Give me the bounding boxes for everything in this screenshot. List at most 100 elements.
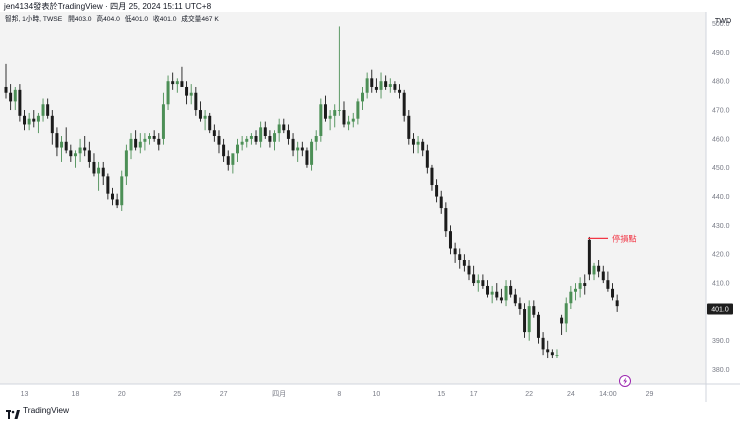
candle — [120, 170, 124, 211]
legend-low-label: 低 — [125, 14, 132, 23]
candle-body — [138, 141, 142, 148]
candle-body — [92, 161, 96, 174]
candle — [282, 118, 286, 134]
candle — [55, 127, 59, 157]
candle — [46, 98, 50, 119]
candle-body — [305, 150, 309, 165]
candle-body — [134, 138, 138, 148]
candle-body — [226, 156, 230, 165]
time-tick-label: 17 — [470, 391, 478, 398]
candle-body — [185, 86, 189, 96]
candle — [430, 164, 434, 191]
candle — [597, 260, 601, 278]
candle — [4, 63, 8, 99]
candle — [198, 101, 202, 122]
candle-body — [212, 130, 216, 136]
candle-body — [583, 283, 587, 286]
candle-body — [273, 133, 277, 142]
lightning-icon[interactable] — [619, 375, 631, 387]
candle — [444, 202, 448, 237]
candle — [263, 121, 267, 139]
candle-body — [161, 104, 165, 139]
candle — [328, 110, 332, 131]
candle-body — [203, 115, 207, 119]
candle-body — [277, 124, 281, 134]
candle — [458, 248, 462, 269]
candle — [578, 277, 582, 298]
candle — [286, 124, 290, 145]
candle-body — [208, 115, 212, 131]
candle — [509, 280, 513, 298]
candle-body — [379, 81, 383, 90]
tradingview-logo[interactable]: TradingView — [6, 404, 69, 419]
candle-body — [296, 147, 300, 151]
candle-body — [486, 285, 490, 295]
time-axis[interactable]: 13 18 20 25 27 四月 8 10 15 17 22 24 14:00 29 — [21, 390, 654, 398]
candle — [448, 225, 452, 255]
candle-body — [4, 86, 8, 93]
candle-body — [143, 138, 147, 142]
candle-body — [421, 141, 425, 151]
candle — [124, 144, 128, 186]
candle — [254, 130, 258, 145]
price-tick-label: 380.0 — [712, 367, 730, 374]
candle — [374, 78, 378, 93]
candle-body — [569, 291, 573, 304]
candle-body — [333, 110, 337, 116]
candle-body — [495, 291, 499, 298]
candle — [101, 161, 105, 186]
candle-body — [36, 115, 40, 122]
candle-body — [439, 196, 443, 209]
candle — [152, 130, 156, 142]
candle-body — [448, 231, 452, 249]
candle-body — [189, 92, 193, 96]
candle-body — [601, 271, 605, 281]
candle-body — [46, 104, 50, 116]
candle — [495, 283, 499, 301]
candle-body — [171, 81, 175, 85]
price-tick-label: 430.0 — [712, 223, 730, 230]
candle-body — [356, 101, 360, 119]
candle-body — [374, 86, 378, 90]
price-tick-label: 460.0 — [712, 136, 730, 143]
legend-low-value: 401.0 — [131, 16, 148, 23]
candle-body — [9, 92, 13, 102]
candle-body — [50, 115, 54, 134]
candle-body — [361, 92, 365, 102]
candle — [351, 112, 355, 128]
legend-open-value: 403.0 — [75, 16, 92, 23]
time-tick-label: 14:00 — [599, 391, 617, 398]
candle-body — [69, 150, 73, 157]
candle-body — [462, 260, 466, 266]
candle — [249, 133, 253, 145]
time-tick-label: 15 — [437, 391, 445, 398]
candle — [435, 179, 439, 203]
legend-symbol: 智邦, 1小時, TWSE — [5, 14, 63, 23]
candle-body — [18, 89, 22, 116]
candlestick-chart[interactable]: 380.0390.0400.0410.0420.0430.0440.0450.0… — [0, 12, 740, 402]
candle-body — [291, 138, 295, 151]
candle — [78, 138, 82, 162]
candle-body — [300, 147, 304, 151]
candle-body — [555, 355, 559, 356]
candle-body — [78, 147, 82, 154]
legend-volume-value: 467 K — [201, 16, 219, 23]
candle — [277, 118, 281, 142]
candle — [60, 136, 64, 162]
candle-body — [351, 118, 355, 122]
candle-body — [166, 81, 170, 105]
candle — [356, 98, 360, 125]
legend-open-label: 開 — [68, 15, 75, 23]
candle — [273, 130, 277, 151]
candle-body — [573, 288, 577, 292]
candle — [41, 98, 45, 122]
candle — [476, 274, 480, 292]
stop-loss-label[interactable]: 停損點 — [612, 233, 637, 243]
candle-body — [541, 337, 545, 350]
price-axis[interactable]: 380.0390.0400.0410.0420.0430.0440.0450.0… — [712, 21, 730, 374]
price-tick-label: 450.0 — [712, 165, 730, 172]
candle — [212, 124, 216, 142]
candle — [337, 26, 341, 116]
chart-frame[interactable]: 380.0390.0400.0410.0420.0430.0440.0450.0… — [0, 12, 740, 402]
time-tick-label: 20 — [118, 391, 126, 398]
